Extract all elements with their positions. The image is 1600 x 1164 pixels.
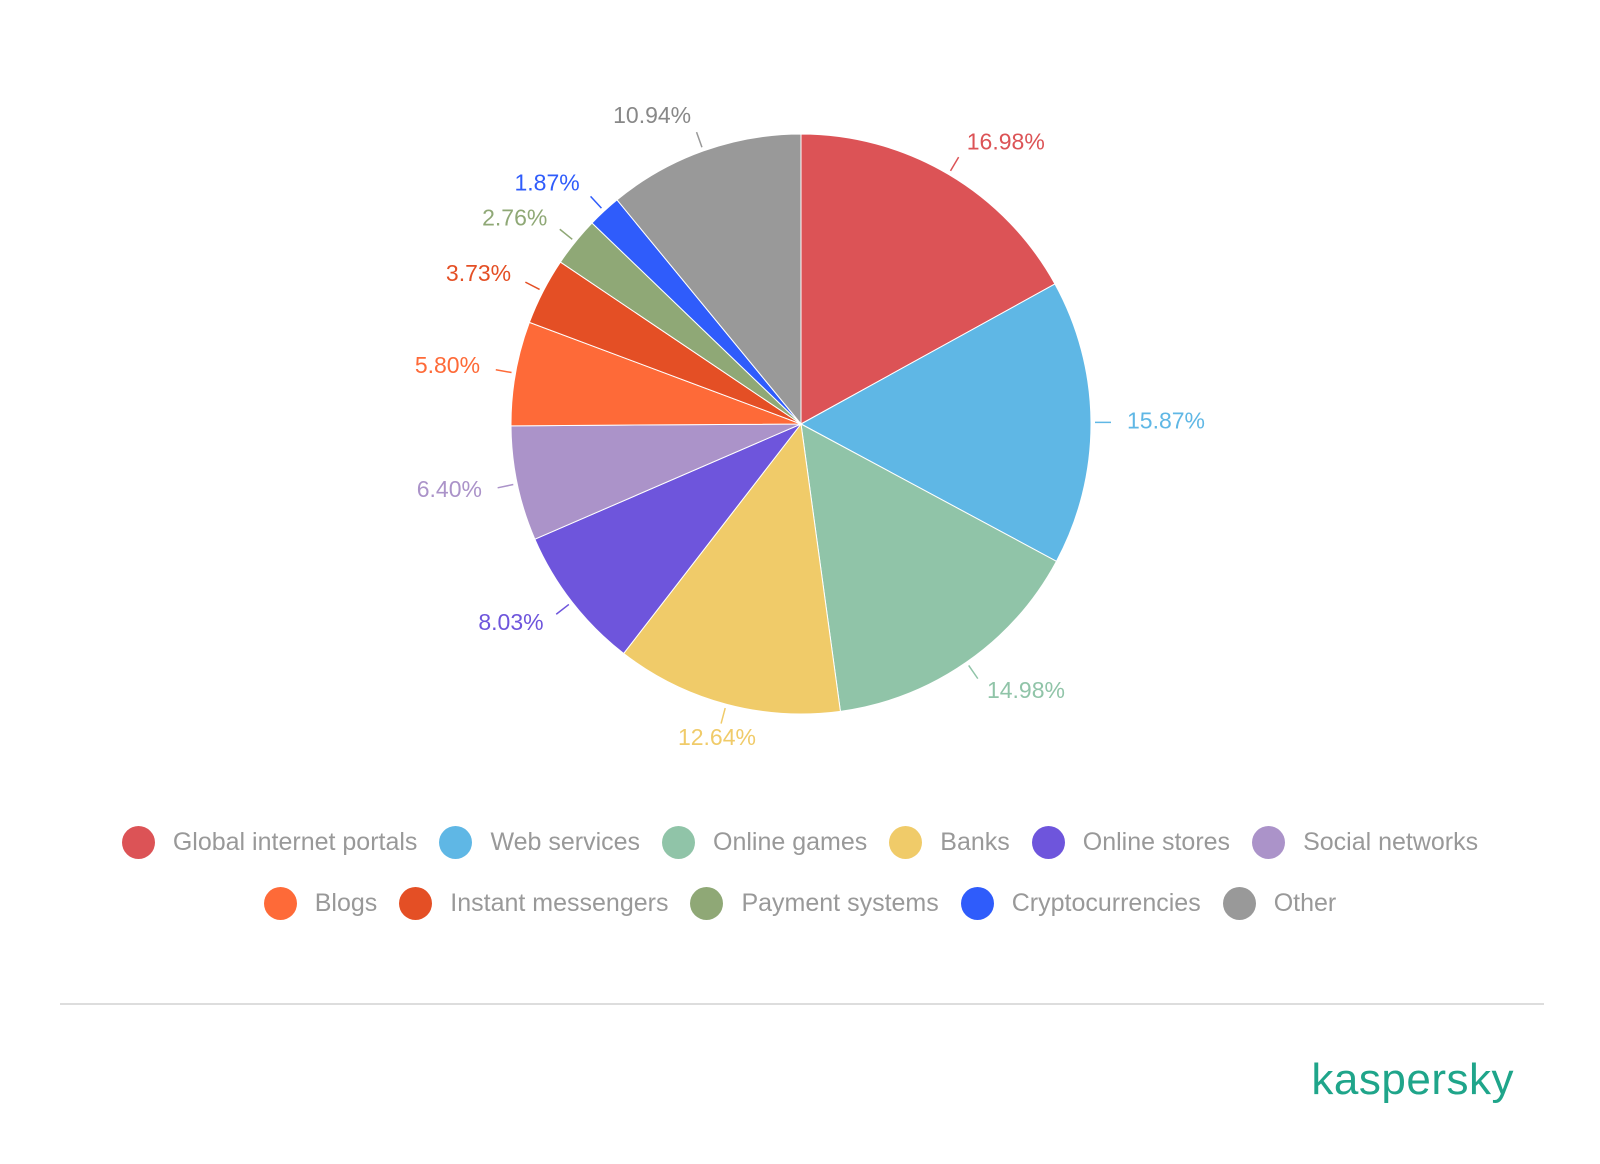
legend-item: Social networks <box>1252 826 1478 859</box>
legend-label: Cryptocurrencies <box>1011 889 1201 917</box>
legend-row: Global internet portals Web services Onlin… <box>0 826 1600 859</box>
pie-slice <box>800 423 1058 712</box>
legend-swatch <box>662 826 696 859</box>
separator <box>60 1003 1544 1005</box>
data-label: 5.80% <box>415 352 480 378</box>
pie-slice <box>510 423 802 540</box>
legend-swatch <box>399 887 433 920</box>
data-label: 10.94% <box>613 102 691 128</box>
legend-swatch <box>121 826 155 859</box>
legend-row: Blogs Instant messengers Payment systems Cr… <box>0 887 1600 920</box>
legend-label: Instant messengers <box>450 889 669 917</box>
leader-line <box>590 195 602 209</box>
leader-line <box>949 156 960 172</box>
data-label: 2.76% <box>482 204 547 230</box>
legend-label: Web services <box>490 828 641 856</box>
data-label: 16.98% <box>967 128 1045 154</box>
legend-swatch <box>690 887 724 920</box>
leader-line <box>968 665 979 680</box>
legend-swatch <box>1031 826 1065 859</box>
legend-swatch <box>960 887 994 920</box>
legend-label: Other <box>1273 889 1337 917</box>
legend-item: Payment systems <box>690 887 939 920</box>
legend-label: Banks <box>940 828 1010 856</box>
data-label: 3.73% <box>446 260 511 286</box>
legend-item: Other <box>1222 887 1337 920</box>
data-label: 12.64% <box>678 724 756 750</box>
legend-swatch <box>439 826 473 859</box>
legend-item: Global internet portals <box>121 826 418 859</box>
leader-line <box>525 281 540 291</box>
leader-line <box>555 603 570 615</box>
data-label: 15.87% <box>1127 407 1205 433</box>
legend-item: Blogs <box>263 887 378 920</box>
data-label: 14.98% <box>987 677 1065 703</box>
brand-logo: kaspersky <box>1311 1055 1514 1104</box>
pie-slice <box>622 422 841 715</box>
data-label: 1.87% <box>514 170 579 196</box>
legend-item: Banks <box>889 826 1010 859</box>
legend-label: Payment systems <box>741 889 939 917</box>
chart: 16.98% 15.87% 14.98% 12.64% 8.03% 6.40% 5.80% 3… <box>415 102 1205 750</box>
legend: Global internet portals Web services Onlin… <box>0 826 1600 948</box>
legend-label: Global internet portals <box>172 828 418 856</box>
pie-slice <box>534 423 802 655</box>
legend-item: Cryptocurrencies <box>960 887 1201 920</box>
legend-item: Online stores <box>1031 826 1231 859</box>
legend-swatch <box>889 826 923 859</box>
legend-item: Instant messengers <box>399 887 668 920</box>
leader-line <box>695 131 703 148</box>
legend-swatch <box>1252 826 1286 859</box>
data-label: 8.03% <box>478 609 543 635</box>
legend-label: Social networks <box>1303 828 1479 856</box>
leader-line <box>559 228 573 240</box>
legend-label: Online stores <box>1082 828 1231 856</box>
legend-label: Online games <box>713 828 868 856</box>
legend-swatch <box>263 887 297 920</box>
pie-slice <box>616 133 802 426</box>
legend-item: Web services <box>439 826 640 859</box>
legend-item: Online games <box>662 826 867 859</box>
leader-line <box>720 707 726 724</box>
leader-line <box>497 483 514 489</box>
legend-swatch <box>1222 887 1256 920</box>
legend-label: Blogs <box>314 889 378 917</box>
data-label: 6.40% <box>417 476 482 502</box>
pie-slice <box>799 283 1092 562</box>
leader-line <box>495 369 512 374</box>
pie-slice <box>800 133 1056 425</box>
